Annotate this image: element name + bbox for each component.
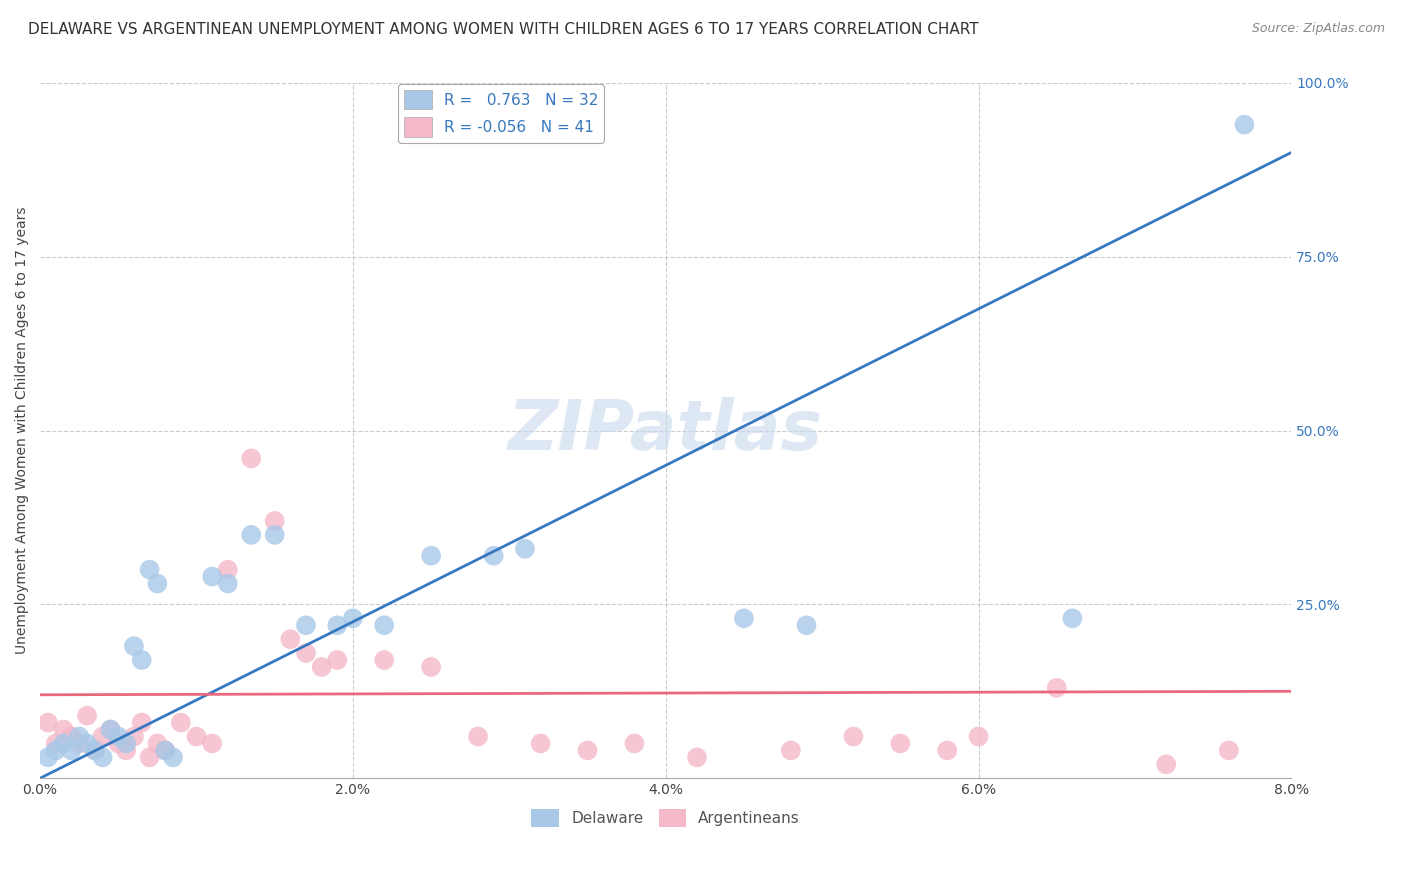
Text: DELAWARE VS ARGENTINEAN UNEMPLOYMENT AMONG WOMEN WITH CHILDREN AGES 6 TO 17 YEAR: DELAWARE VS ARGENTINEAN UNEMPLOYMENT AMO… (28, 22, 979, 37)
Point (796, 618, 818, 632)
Point (67, 730, 90, 744)
Point (263, 514, 285, 528)
Point (115, 736, 138, 750)
Point (482, 549, 505, 563)
Point (37, 715, 59, 730)
Point (45, 736, 67, 750)
Point (83, 743, 105, 757)
Point (686, 750, 709, 764)
Point (295, 618, 318, 632)
Point (146, 736, 169, 750)
Point (60, 730, 83, 744)
Point (170, 715, 193, 730)
Point (186, 730, 208, 744)
Point (733, 611, 755, 625)
Point (240, 451, 263, 466)
Point (138, 563, 160, 577)
Point (37, 750, 59, 764)
Point (162, 750, 184, 764)
Point (1154, 757, 1177, 772)
Point (217, 563, 239, 577)
Point (1046, 681, 1069, 695)
Point (83, 743, 105, 757)
Point (201, 736, 224, 750)
Point (889, 736, 911, 750)
Point (201, 569, 224, 583)
Point (420, 549, 443, 563)
Text: ZIPatlas: ZIPatlas (508, 397, 824, 464)
Point (467, 730, 489, 744)
Point (45, 743, 67, 757)
Point (107, 730, 129, 744)
Point (107, 736, 129, 750)
Point (373, 653, 395, 667)
Point (1062, 611, 1084, 625)
Text: Source: ZipAtlas.com: Source: ZipAtlas.com (1251, 22, 1385, 36)
Point (100, 723, 122, 737)
Point (240, 528, 263, 542)
Legend: Delaware, Argentineans: Delaware, Argentineans (526, 804, 806, 833)
Point (529, 736, 551, 750)
Point (122, 730, 145, 744)
Point (373, 618, 395, 632)
Point (131, 653, 153, 667)
Point (122, 639, 145, 653)
Point (420, 660, 443, 674)
Point (91, 730, 114, 744)
Point (146, 576, 169, 591)
Point (326, 653, 349, 667)
Point (936, 743, 959, 757)
Point (342, 611, 364, 625)
Point (280, 632, 302, 647)
Point (779, 743, 801, 757)
Point (60, 743, 83, 757)
Point (326, 618, 349, 632)
Point (76, 708, 98, 723)
Point (623, 736, 645, 750)
Point (967, 730, 990, 744)
Point (52, 736, 75, 750)
Point (513, 541, 536, 556)
Point (295, 646, 318, 660)
Point (138, 750, 160, 764)
Point (100, 723, 122, 737)
Point (76, 736, 98, 750)
Point (115, 743, 138, 757)
Point (1233, 118, 1256, 132)
Point (842, 730, 865, 744)
Point (217, 576, 239, 591)
Point (91, 750, 114, 764)
Point (576, 743, 599, 757)
Point (311, 660, 333, 674)
Point (155, 743, 177, 757)
Point (67, 736, 90, 750)
Point (155, 743, 177, 757)
Point (131, 715, 153, 730)
Point (1218, 743, 1240, 757)
Y-axis label: Unemployment Among Women with Children Ages 6 to 17 years: Unemployment Among Women with Children A… (15, 207, 30, 655)
Point (263, 528, 285, 542)
Point (52, 723, 75, 737)
